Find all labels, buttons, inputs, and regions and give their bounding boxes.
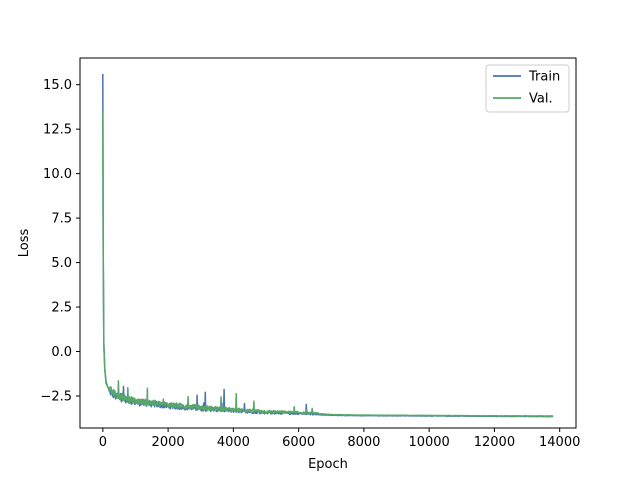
y-tick-label: 5.0: [51, 256, 72, 271]
x-tick-label: 8000: [347, 435, 380, 450]
x-axis-ticks: 0 2000 4000 6000 8000 10000 12000 14000: [99, 428, 580, 450]
y-tick-label: 12.5: [43, 123, 72, 138]
x-tick-label: 14000: [539, 435, 580, 450]
y-tick-label: 10.0: [43, 167, 72, 182]
y-tick-label: 15.0: [43, 78, 72, 93]
series-lines: [102, 73, 554, 418]
axes-frame: [79, 57, 577, 429]
x-tick-label: 2000: [152, 435, 185, 450]
y-tick-label: 2.5: [51, 301, 72, 316]
x-axis-label: Epoch: [308, 457, 348, 472]
y-tick-label: 0.0: [51, 345, 72, 360]
x-tick-label: 12000: [474, 435, 515, 450]
series-line-train: [102, 73, 554, 418]
y-tick-label: 7.5: [51, 212, 72, 227]
y-axis-label: Loss: [17, 229, 32, 258]
legend-label-val: Val.: [529, 92, 553, 107]
y-tick-label: −2.5: [40, 389, 72, 404]
x-tick-label: 4000: [217, 435, 250, 450]
x-tick-label: 6000: [282, 435, 315, 450]
x-tick-label: 0: [99, 435, 107, 450]
series-line-val: [102, 111, 554, 418]
y-axis-ticks: −2.5 0.0 2.5 5.0 7.5 10.0 12.5 15.0: [40, 78, 80, 404]
legend: Train Val.: [485, 64, 570, 113]
legend-label-train: Train: [528, 70, 560, 85]
x-tick-label: 10000: [408, 435, 449, 450]
